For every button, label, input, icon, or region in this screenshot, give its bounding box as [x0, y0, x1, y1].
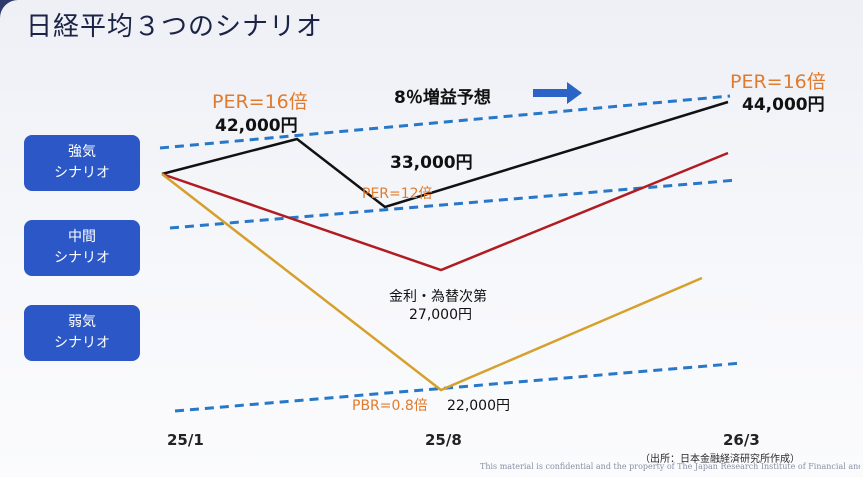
- scenario-mid: 中間 シナリオ: [24, 220, 140, 276]
- label-44000: 44,000円: [742, 95, 825, 115]
- series-mid-line: [161, 151, 729, 272]
- scenario-bear-line2: シナリオ: [54, 335, 110, 351]
- label-33000: 33,000円: [390, 153, 473, 173]
- scenario-bull-line1: 強気: [68, 144, 96, 160]
- label-27000: 27,000円: [409, 307, 472, 323]
- source-note: （出所：日本金融経済研究所作成）: [640, 454, 800, 465]
- tick-25-1: 25/1: [167, 431, 204, 449]
- label-forecast: 8％増益予想: [394, 87, 491, 108]
- tick-25-8: 25/8: [425, 431, 462, 449]
- confidential-footer: This material is confidential and the pr…: [480, 462, 860, 471]
- label-per12: PER=12倍: [362, 186, 433, 202]
- scenario-bull: 強気 シナリオ: [24, 135, 140, 191]
- label-pbr08: PBR=0.8倍: [352, 398, 428, 414]
- label-per16-right: PER=16倍: [730, 71, 826, 93]
- series-bear-line: [161, 173, 703, 392]
- band-per16: [159, 94, 731, 150]
- band-pbr08: [174, 361, 743, 413]
- scenario-mid-line2: シナリオ: [54, 250, 110, 266]
- label-22000: 22,000円: [447, 398, 510, 414]
- series-bull-line: [161, 100, 729, 209]
- band-per12: [169, 178, 738, 230]
- scenario-mid-line1: 中間: [68, 229, 96, 245]
- page-title: 日経平均３つのシナリオ: [26, 12, 324, 42]
- scenario-bear-line1: 弱気: [68, 314, 96, 330]
- scenario-bear: 弱気 シナリオ: [24, 305, 140, 361]
- label-per16-left: PER=16倍: [212, 91, 308, 113]
- tick-26-3: 26/3: [723, 431, 760, 449]
- label-rate-fx: 金利・為替次第: [389, 288, 487, 305]
- label-42000: 42,000円: [215, 116, 298, 136]
- forecast-arrow: [533, 82, 582, 104]
- scenario-bull-line2: シナリオ: [54, 165, 110, 181]
